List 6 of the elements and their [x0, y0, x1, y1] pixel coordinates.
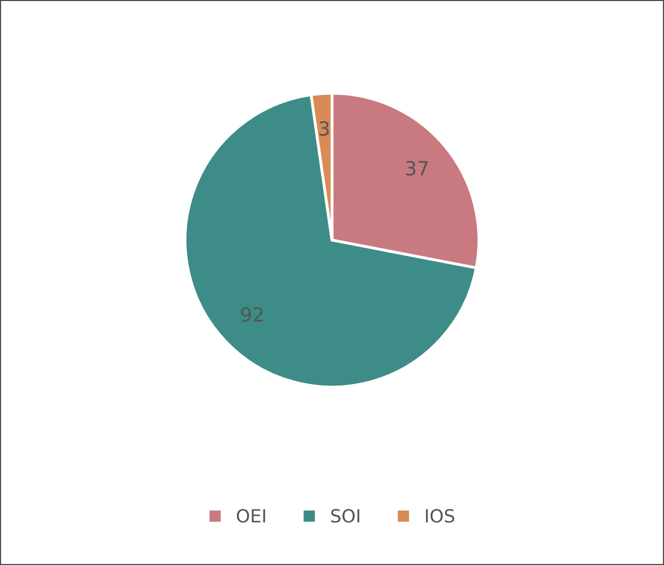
- legend-label: SOI: [331, 508, 360, 523]
- data-label: 37: [406, 160, 428, 176]
- legend-label: IOS: [426, 508, 454, 523]
- legend-label: OEI: [236, 508, 266, 523]
- data-label: 3: [319, 121, 329, 136]
- pie-slice: [184, 93, 478, 388]
